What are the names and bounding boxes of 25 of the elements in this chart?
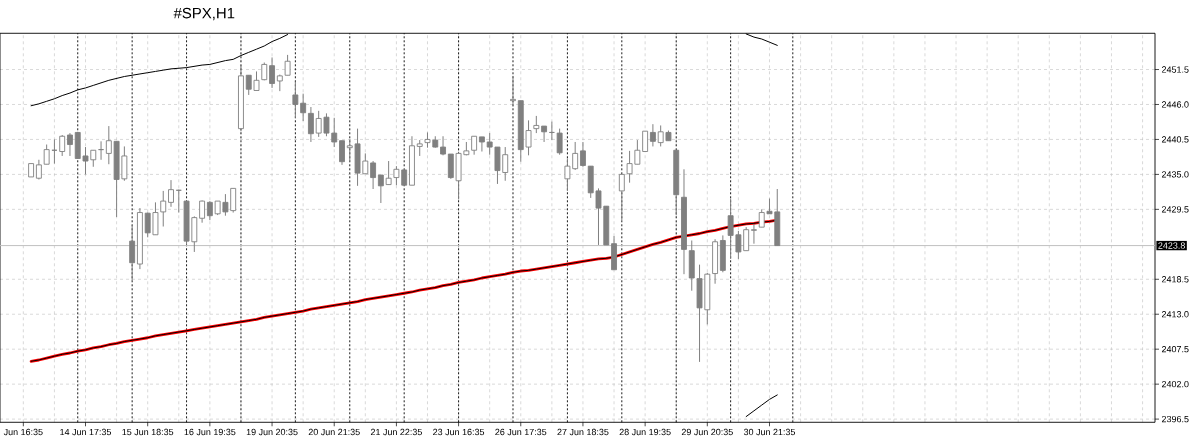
y-tick-label: 2407.5 (1161, 346, 1189, 353)
y-tick-label: 2396.5 (1161, 415, 1189, 423)
chart-title: #SPX,H1 (173, 7, 235, 21)
x-tick-label: 21 Jun 22:35 (370, 428, 422, 436)
y-tick-label: 2418.5 (1161, 276, 1189, 283)
y-tick-label: 2429.5 (1161, 206, 1189, 213)
x-tick-label: 15 Jun 18:35 (122, 428, 174, 436)
y-tick-label: 2435.0 (1161, 171, 1189, 178)
x-tick-label: 28 Jun 19:35 (619, 428, 671, 436)
x-tick-label: 26 Jun 17:35 (495, 428, 547, 436)
x-tick-label: 29 Jun 20:35 (681, 428, 733, 436)
x-tick-label: 19 Jun 20:35 (246, 428, 298, 436)
y-tick-label: 2413.0 (1161, 311, 1189, 318)
x-tick-label: 14 Jun 17:35 (60, 428, 112, 436)
x-tick-label: 16 Jun 19:35 (184, 428, 236, 436)
x-tick-label: Jun 16:35 (3, 428, 43, 436)
y-tick-label: 2440.5 (1161, 136, 1189, 143)
x-tick-label: 23 Jun 16:35 (433, 428, 485, 436)
y-tick-label: 2446.0 (1161, 101, 1189, 108)
x-tick-label: 30 Jun 21:35 (743, 428, 796, 436)
y-tick-label: 2402.0 (1161, 380, 1189, 388)
x-tick-label: 20 Jun 21:35 (308, 428, 360, 436)
y-tick-label: 2451.5 (1161, 66, 1189, 73)
ref-line-label: 2423.8 (1158, 242, 1185, 249)
x-tick-label: 27 Jun 18:35 (557, 428, 609, 436)
